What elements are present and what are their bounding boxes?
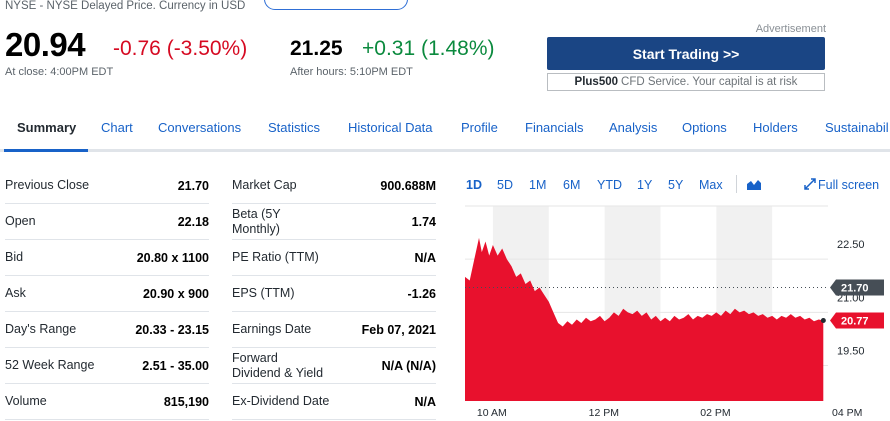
x-tick-label: 04 PM	[832, 407, 862, 419]
advertisement-label: Advertisement	[755, 23, 826, 35]
chart-type-icon[interactable]	[746, 178, 762, 191]
current-price-dot	[820, 318, 826, 324]
tab-options[interactable]: Options	[682, 120, 727, 135]
start-trading-button[interactable]: Start Trading >>	[547, 37, 825, 70]
row-label: Day's Range	[5, 322, 77, 336]
row-label: PE Ratio (TTM)	[232, 250, 319, 264]
row-label: 52 Week Range	[5, 358, 95, 372]
table-row: EPS (TTM) -1.26	[232, 276, 436, 312]
row-value: 20.80 x 1100	[136, 250, 209, 265]
quote-nav-tabs: Summary Chart Conversations Statistics H…	[0, 110, 890, 152]
row-label: Earnings Date	[232, 322, 312, 336]
active-tab-indicator	[4, 149, 88, 152]
table-row: Open 22.18	[5, 204, 209, 240]
y-tick-label: 19.50	[837, 346, 865, 358]
row-value: N/A	[414, 250, 436, 265]
row-value: 22.18	[177, 214, 209, 229]
table-row: Forward Dividend & Yield N/A (N/A)	[232, 348, 436, 384]
table-row: PE Ratio (TTM) N/A	[232, 240, 436, 276]
row-value: 815,190	[163, 394, 209, 409]
row-value: 1.74	[411, 214, 436, 229]
table-row: Ex-Dividend Date N/A	[232, 384, 436, 420]
row-label: Bid	[5, 250, 24, 264]
row-value: 20.33 - 23.15	[135, 322, 209, 337]
table-row: Ask 20.90 x 900	[5, 276, 209, 312]
range-5d[interactable]: 5D	[497, 178, 513, 192]
y-tick-label: 22.50	[837, 239, 865, 251]
tab-holders[interactable]: Holders	[753, 120, 798, 135]
row-label: EPS (TTM)	[232, 286, 295, 300]
row-value: -1.26	[407, 286, 437, 301]
expand-icon	[804, 178, 816, 190]
table-row: Earnings Date Feb 07, 2021	[232, 312, 436, 348]
x-tick-label: 10 AM	[477, 407, 507, 419]
fullscreen-link[interactable]: Full screen	[804, 178, 879, 192]
range-max[interactable]: Max	[699, 178, 723, 192]
range-1m[interactable]: 1M	[529, 178, 547, 192]
current-price: 20.94	[5, 26, 86, 63]
row-label: Ask	[5, 286, 26, 300]
table-row: Day's Range 20.33 - 23.15	[5, 312, 209, 348]
table-row: Beta (5Y Monthly) 1.74	[232, 204, 436, 240]
range-1d[interactable]: 1D	[466, 178, 482, 192]
row-value: N/A	[414, 394, 436, 409]
current-price-badge	[830, 312, 884, 329]
x-tick-label: 12 PM	[589, 407, 619, 419]
row-label: Forward Dividend & Yield	[232, 350, 324, 380]
tab-historical-data[interactable]: Historical Data	[348, 120, 433, 135]
ad-disclaimer-text: CFD Service. Your capital is at risk	[621, 76, 798, 88]
price-change: -0.76 (-3.50%)	[113, 37, 248, 60]
range-ytd[interactable]: YTD	[597, 178, 622, 192]
fullscreen-label: Full screen	[818, 178, 880, 192]
quote-lookup-pill[interactable]	[264, 0, 408, 10]
tab-conversations[interactable]: Conversations	[158, 120, 242, 135]
price-area	[465, 237, 824, 401]
after-hours-change: +0.31 (1.48%)	[362, 37, 495, 60]
row-value: 900.688M	[380, 178, 436, 193]
tab-chart[interactable]: Chart	[101, 120, 133, 135]
range-5y[interactable]: 5Y	[668, 178, 684, 192]
prev-close-badge	[830, 279, 884, 296]
range-1y[interactable]: 1Y	[637, 178, 653, 192]
exchange-info: NYSE - NYSE Delayed Price. Currency in U…	[5, 0, 246, 12]
table-row: 52 Week Range 2.51 - 35.00	[5, 348, 209, 384]
y-tick-label: 24.00	[837, 196, 865, 198]
ad-disclaimer[interactable]: Plus500 CFD Service. Your capital is at …	[547, 73, 825, 91]
x-tick-label: 02 PM	[700, 407, 730, 419]
row-label: Previous Close	[5, 178, 90, 192]
tab-sustainability[interactable]: Sustainabil	[825, 120, 889, 135]
close-time: At close: 4:00PM EDT	[5, 66, 114, 78]
ad-brand: Plus500	[574, 76, 619, 88]
row-value: 21.70	[177, 178, 209, 193]
row-value: Feb 07, 2021	[361, 322, 436, 337]
range-6m[interactable]: 6M	[563, 178, 581, 192]
row-value: 2.51 - 35.00	[142, 358, 209, 373]
table-row: Market Cap 900.688M	[232, 168, 436, 204]
tab-analysis[interactable]: Analysis	[609, 120, 658, 135]
row-label: Ex-Dividend Date	[232, 394, 330, 408]
tab-profile[interactable]: Profile	[461, 120, 498, 135]
prev-close-label: 21.70	[841, 283, 869, 295]
tab-financials[interactable]: Financials	[525, 120, 584, 135]
row-value: N/A (N/A)	[381, 358, 436, 373]
after-hours-time: After hours: 5:10PM EDT	[290, 66, 413, 78]
row-label: Volume	[5, 394, 47, 408]
tab-summary[interactable]: Summary	[17, 120, 77, 135]
row-label: Open	[5, 214, 36, 228]
after-hours-price: 21.25	[290, 37, 343, 60]
row-label: Beta (5Y Monthly)	[232, 206, 281, 236]
range-divider	[736, 175, 737, 193]
current-price-label: 20.77	[841, 316, 869, 328]
row-label: Market Cap	[232, 178, 297, 192]
tab-statistics[interactable]: Statistics	[268, 120, 321, 135]
table-row: Previous Close 21.70	[5, 168, 209, 204]
row-value: 20.90 x 900	[142, 286, 209, 301]
table-row: Bid 20.80 x 1100	[5, 240, 209, 276]
table-row: Volume 815,190	[5, 384, 209, 420]
